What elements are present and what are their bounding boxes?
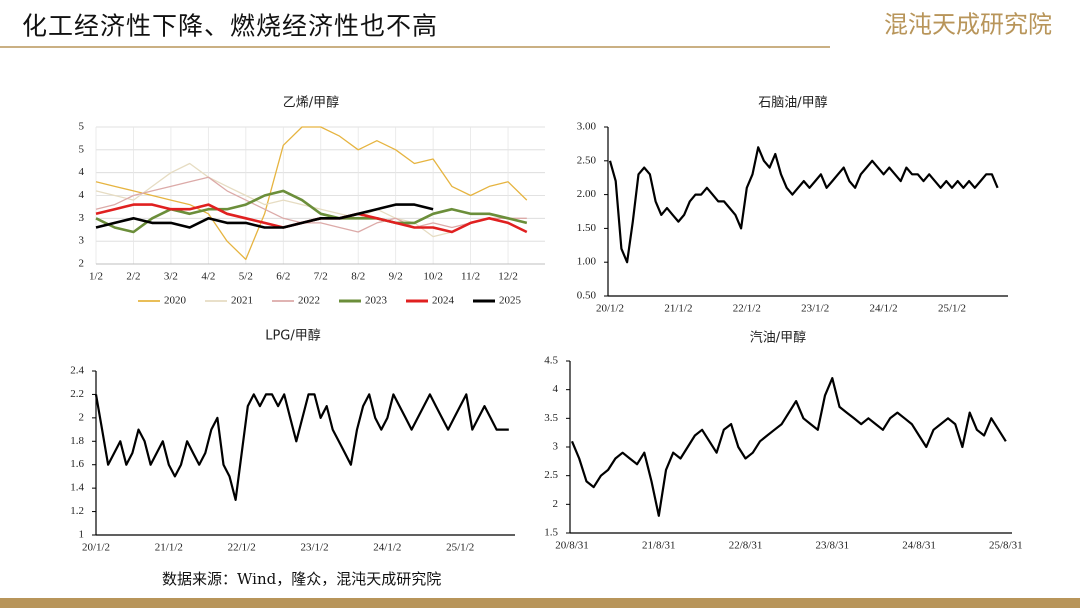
legend-label: 2021 [231, 295, 253, 307]
y-tick-label: 3 [553, 441, 559, 453]
source-note: 数据来源：Wind，隆众，混沌天成研究院 [162, 570, 441, 588]
x-tick-label: 5/2 [239, 271, 253, 283]
y-tick-label: 4 [79, 189, 85, 201]
legend-label: 2022 [298, 295, 320, 307]
y-tick-label: 1.2 [70, 505, 84, 517]
x-tick-label: 22/1/2 [228, 542, 256, 554]
x-tick-label: 11/2 [461, 271, 480, 283]
x-tick-label: 2/2 [126, 271, 140, 283]
y-tick-label: 0.50 [577, 290, 597, 302]
x-tick-label: 4/2 [201, 271, 215, 283]
y-tick-label: 2.4 [70, 365, 84, 377]
x-tick-label: 7/2 [314, 271, 328, 283]
x-tick-label: 25/8/31 [989, 540, 1023, 552]
chart-title: 乙烯/甲醇 [283, 95, 339, 111]
x-tick-label: 1/2 [89, 271, 103, 283]
y-tick-label: 2 [553, 498, 559, 510]
series-line [94, 393, 509, 501]
footer-bar [0, 598, 1080, 608]
x-tick-label: 23/1/2 [300, 542, 328, 554]
x-tick-label: 25/1/2 [938, 303, 966, 315]
x-tick-label: 9/2 [389, 271, 403, 283]
y-tick-label: 1.50 [577, 222, 597, 234]
x-tick-label: 21/8/31 [642, 540, 676, 552]
logo: 混沌天成研究院 [884, 11, 1052, 39]
y-tick-label: 5 [79, 121, 85, 133]
y-tick-label: 1.5 [544, 527, 558, 539]
series-line [608, 146, 999, 264]
legend-label: 2023 [365, 295, 388, 307]
y-tick-label: 3 [79, 235, 85, 247]
x-tick-label: 10/2 [423, 271, 443, 283]
y-tick-label: 2.5 [544, 469, 558, 481]
chart-title: 石脑油/甲醇 [758, 95, 827, 111]
series-line [95, 203, 434, 229]
x-tick-label: 20/1/2 [596, 303, 624, 315]
x-tick-label: 3/2 [164, 271, 178, 283]
x-tick-label: 22/1/2 [733, 303, 761, 315]
y-tick-label: 2.00 [577, 188, 597, 200]
legend-label: 2020 [164, 295, 187, 307]
legend-label: 2025 [499, 295, 522, 307]
y-tick-label: 3.00 [577, 121, 597, 133]
x-tick-label: 12/2 [498, 271, 518, 283]
x-tick-label: 25/1/2 [446, 542, 474, 554]
y-tick-label: 2.2 [70, 388, 84, 400]
y-tick-label: 5 [79, 143, 85, 155]
y-tick-label: 1.4 [70, 482, 84, 494]
x-tick-label: 8/2 [351, 271, 365, 283]
slide-title: 化工经济性下降、燃烧经济性也不高 [22, 12, 438, 41]
y-tick-label: 1.8 [70, 435, 84, 447]
y-tick-label: 2.50 [577, 154, 597, 166]
y-tick-label: 1.00 [577, 256, 597, 268]
chart-title: LPG/甲醇 [265, 328, 321, 344]
y-tick-label: 2 [79, 258, 85, 270]
y-tick-label: 2 [79, 411, 85, 423]
series-line [570, 377, 1007, 517]
x-tick-label: 23/8/31 [815, 540, 849, 552]
x-tick-label: 24/1/2 [870, 303, 898, 315]
series-line [95, 126, 528, 261]
x-tick-label: 24/1/2 [373, 542, 401, 554]
y-tick-label: 1.6 [70, 458, 84, 470]
y-tick-label: 3 [79, 212, 85, 224]
y-tick-label: 4.5 [544, 355, 558, 367]
series-line [95, 189, 528, 234]
x-tick-label: 21/1/2 [155, 542, 183, 554]
x-tick-label: 23/1/2 [801, 303, 829, 315]
y-tick-label: 4 [79, 166, 85, 178]
x-tick-label: 20/8/31 [555, 540, 589, 552]
y-tick-label: 4 [553, 383, 559, 395]
y-tick-label: 3.5 [544, 412, 558, 424]
series-line [95, 176, 527, 233]
x-tick-label: 22/8/31 [729, 540, 763, 552]
chart-title: 汽油/甲醇 [750, 330, 806, 346]
x-tick-label: 21/1/2 [664, 303, 692, 315]
y-tick-label: 1 [79, 529, 85, 541]
x-tick-label: 20/1/2 [82, 542, 110, 554]
legend-label: 2024 [432, 295, 455, 307]
x-tick-label: 24/8/31 [902, 540, 936, 552]
x-tick-label: 6/2 [276, 271, 290, 283]
